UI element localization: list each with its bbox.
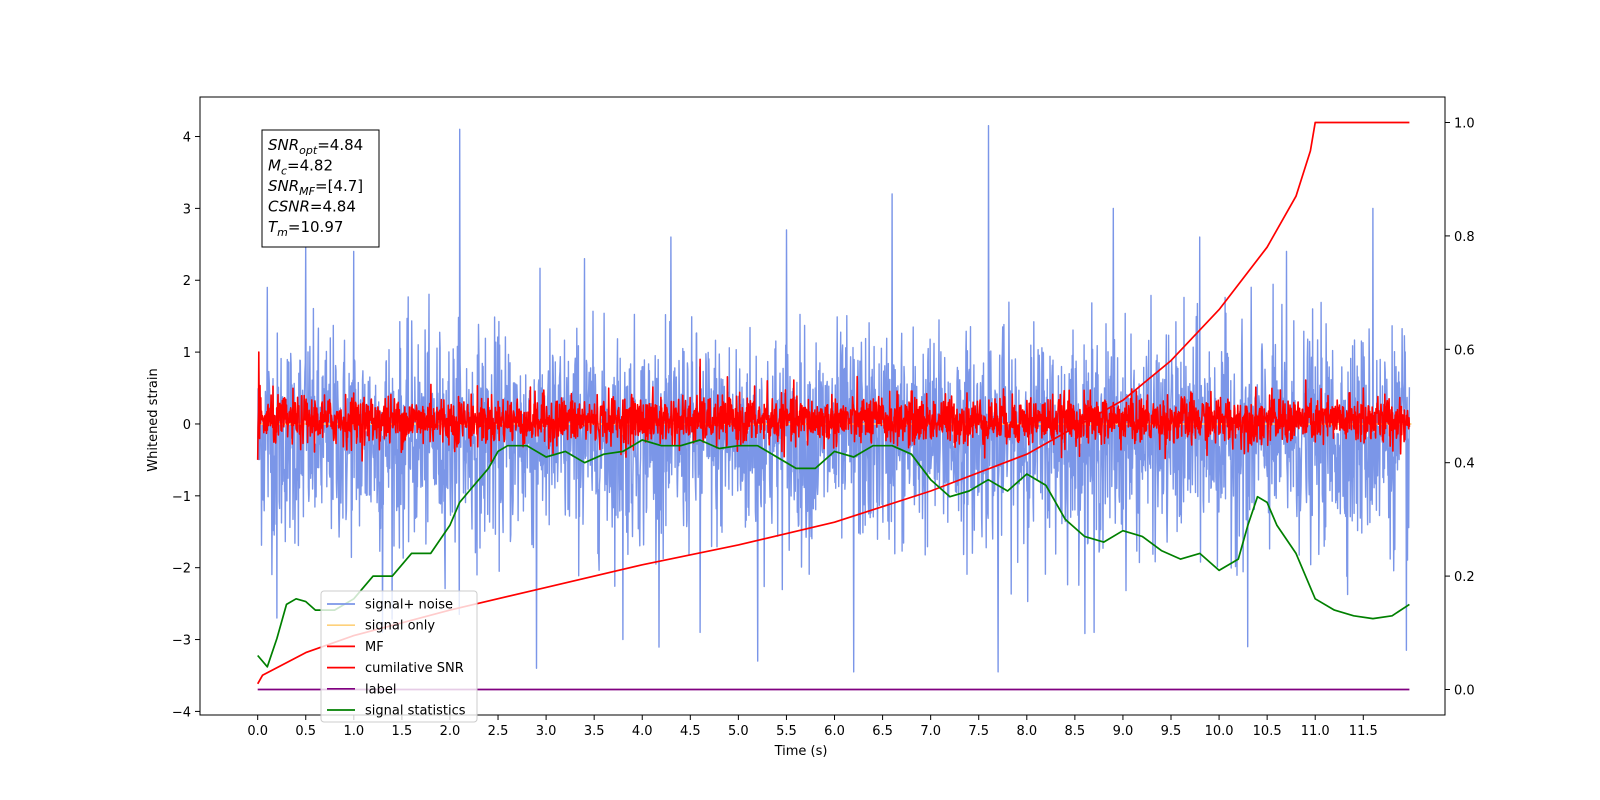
annotation-subscript: MF — [299, 185, 315, 198]
annotation-frame — [261, 129, 380, 248]
annotation-value: =4.82 — [287, 157, 333, 175]
annotation-line: Tm=10.97 — [268, 218, 343, 239]
series-line-signal-statistics — [257, 439, 1410, 668]
y-tick-label: −3 — [172, 634, 191, 649]
legend-entry: cumilative SNR — [365, 661, 464, 676]
x-axis-ticks: 0.0 0.5 1.0 1.5 2.0 2.5 3.0 3.5 4.0 4.5 5.0 5.5 6.0 6… — [247, 715, 1378, 739]
y-axis-ticks: −4 −3 −2 −1 0 1 2 3 4 — [172, 131, 200, 720]
annotation-line: CSNR=4.84 — [268, 198, 356, 216]
annotation-subscript: m — [277, 226, 288, 239]
y2-tick-label: 0.6 — [1454, 343, 1475, 358]
annotation-line: Mc=4.82 — [268, 157, 333, 178]
x-tick-label: 5.0 — [728, 724, 749, 739]
y-tick-label: −4 — [172, 705, 191, 720]
x-tick-label: 11.5 — [1349, 724, 1378, 739]
x-tick-label: 4.5 — [680, 724, 701, 739]
y2-tick-label: 0.2 — [1454, 570, 1475, 585]
legend-frame — [320, 590, 478, 723]
annotation-subscript: opt — [299, 144, 318, 157]
x-tick-label: 8.0 — [1016, 724, 1037, 739]
plot-frame — [199, 96, 1446, 716]
annotation-line: SNRopt=4.84 — [268, 136, 363, 157]
y2-tick-label: 0.8 — [1454, 230, 1475, 245]
x-tick-label: 3.0 — [536, 724, 557, 739]
x-tick-label: 2.0 — [440, 724, 461, 739]
y2-tick-label: 0.4 — [1454, 457, 1475, 472]
y-tick-label: 4 — [183, 131, 191, 146]
x-tick-label: 5.5 — [776, 724, 797, 739]
x-axis-label: Time (s) — [774, 744, 828, 759]
x-tick-label: 6.5 — [872, 724, 893, 739]
annotation-value: =4.84 — [310, 198, 356, 216]
annotation-symbol: T — [268, 218, 279, 236]
x-tick-label: 1.5 — [392, 724, 413, 739]
legend-entry: signal statistics — [365, 704, 466, 719]
x-tick-label: 3.5 — [584, 724, 605, 739]
annotation-value: =4.84 — [317, 136, 363, 154]
legend-entry: signal only — [365, 619, 435, 634]
x-tick-label: 11.0 — [1301, 724, 1330, 739]
x-tick-label: 10.5 — [1253, 724, 1282, 739]
x-tick-label: 6.0 — [824, 724, 845, 739]
x-tick-label: 2.5 — [488, 724, 509, 739]
x-tick-label: 0.5 — [295, 724, 316, 739]
annotation-symbol: SNR — [268, 136, 299, 154]
x-tick-label: 4.0 — [632, 724, 653, 739]
x-tick-label: 9.5 — [1161, 724, 1182, 739]
annotation-symbol: CSNR — [268, 198, 310, 216]
x-tick-label: 1.0 — [343, 724, 364, 739]
y-tick-label: 0 — [183, 418, 191, 433]
x-tick-label: 0.0 — [247, 724, 268, 739]
y2-tick-label: 0.0 — [1454, 683, 1475, 698]
x-tick-label: 8.5 — [1065, 724, 1086, 739]
series-line-mf — [256, 351, 1411, 463]
y-tick-label: −1 — [172, 490, 191, 505]
annotation-subscript: c — [281, 165, 287, 178]
x-tick-label: 7.0 — [920, 724, 941, 739]
annotation-line: SNRMF=[4.7] — [268, 177, 363, 198]
annotation-box: SNRopt=4.84Mc=4.82SNRMF=[4.7]CSNR=4.84Tm… — [261, 129, 380, 248]
annotation-symbol: SNR — [268, 177, 299, 195]
annotation-symbol: M — [268, 157, 281, 175]
x-tick-label: 10.0 — [1205, 724, 1234, 739]
legend-entry: MF — [365, 640, 384, 655]
legend-entry: signal+ noise — [365, 598, 453, 613]
y-tick-label: −2 — [172, 562, 191, 577]
y-axis-label: Whitened strain — [146, 368, 161, 471]
x-tick-label: 9.0 — [1113, 724, 1134, 739]
legend: signal+ noise signal only MF cumilative SNR… — [320, 590, 478, 723]
y2-axis-ticks: 0.0 0.2 0.4 0.6 0.8 1.0 — [1445, 117, 1475, 698]
y-tick-label: 1 — [183, 346, 191, 361]
y2-tick-label: 1.0 — [1454, 117, 1475, 132]
y-tick-label: 3 — [183, 202, 191, 217]
x-tick-label: 7.5 — [968, 724, 989, 739]
annotation-value: =[4.7] — [315, 177, 363, 195]
annotation-value: =10.97 — [288, 218, 344, 236]
legend-entry: label — [365, 682, 396, 697]
y-tick-label: 2 — [183, 274, 191, 289]
